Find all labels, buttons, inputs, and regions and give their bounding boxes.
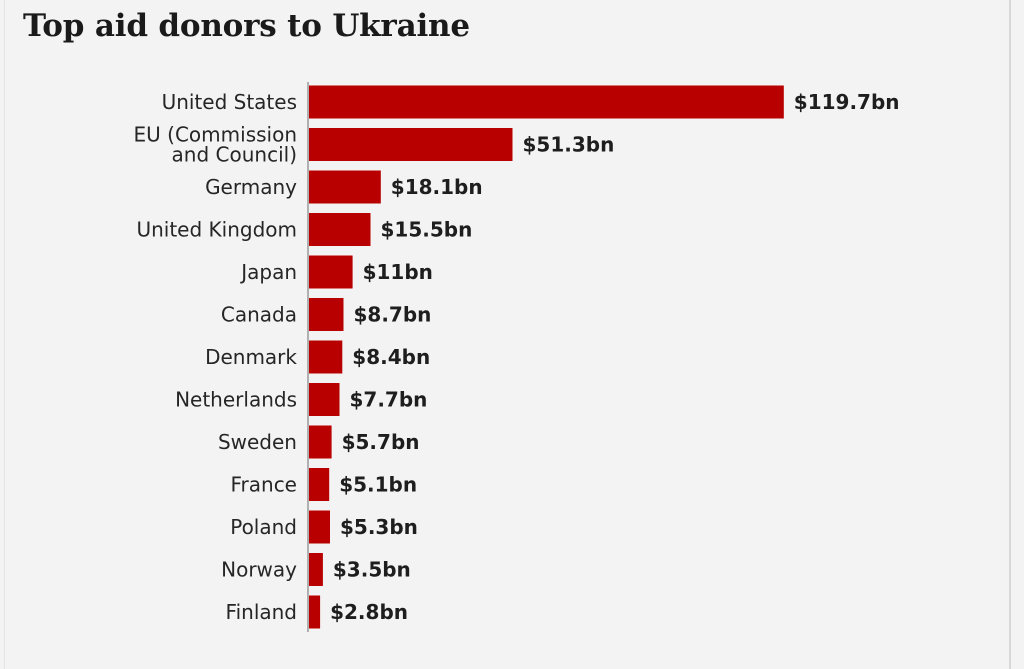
category-label: France bbox=[230, 473, 297, 497]
value-label: $2.8bn bbox=[330, 600, 408, 624]
value-label: $5.1bn bbox=[339, 473, 417, 497]
bar bbox=[309, 85, 784, 119]
bar bbox=[309, 425, 332, 459]
value-label: $11bn bbox=[363, 260, 433, 284]
category-label: Germany bbox=[205, 175, 297, 199]
value-label: $5.3bn bbox=[340, 515, 418, 539]
bar bbox=[309, 128, 513, 161]
category-label: Netherlands bbox=[175, 388, 297, 412]
value-label: $5.7bn bbox=[342, 430, 420, 454]
value-label: $8.4bn bbox=[352, 345, 430, 369]
value-label: $8.7bn bbox=[354, 303, 432, 327]
category-labels: United States EU (Commission and Council) G… bbox=[134, 90, 298, 624]
bar bbox=[309, 255, 353, 289]
bar bbox=[309, 170, 381, 204]
category-label: United States bbox=[162, 90, 297, 114]
value-label: $18.1bn bbox=[391, 175, 483, 199]
bar bbox=[309, 468, 330, 501]
category-label: EU (Commission and Council) bbox=[134, 123, 297, 167]
value-label: $51.3bn bbox=[523, 133, 615, 157]
category-label: Canada bbox=[221, 303, 297, 327]
category-label: Denmark bbox=[205, 345, 297, 369]
bar bbox=[309, 510, 330, 544]
bar bbox=[309, 340, 343, 374]
category-label: United Kingdom bbox=[136, 218, 297, 242]
value-label: $7.7bn bbox=[350, 388, 428, 412]
bar bbox=[309, 213, 371, 246]
chart-title: Top aid donors to Ukraine bbox=[23, 8, 470, 44]
value-label: $119.7bn bbox=[794, 90, 900, 114]
bar bbox=[309, 553, 323, 586]
category-label: Norway bbox=[221, 558, 297, 582]
value-label: $15.5bn bbox=[381, 218, 473, 242]
category-label: Japan bbox=[239, 260, 297, 284]
category-label: Finland bbox=[226, 600, 297, 624]
value-labels: $119.7bn $51.3bn $18.1bn $15.5bn $11bn $8.7bn… bbox=[330, 90, 899, 624]
value-label: $3.5bn bbox=[333, 558, 411, 582]
bar bbox=[309, 383, 340, 416]
bar bbox=[309, 298, 344, 331]
bar bbox=[309, 595, 321, 629]
category-label: Sweden bbox=[218, 430, 297, 454]
category-label: Poland bbox=[230, 515, 297, 539]
bars-group bbox=[309, 85, 784, 629]
